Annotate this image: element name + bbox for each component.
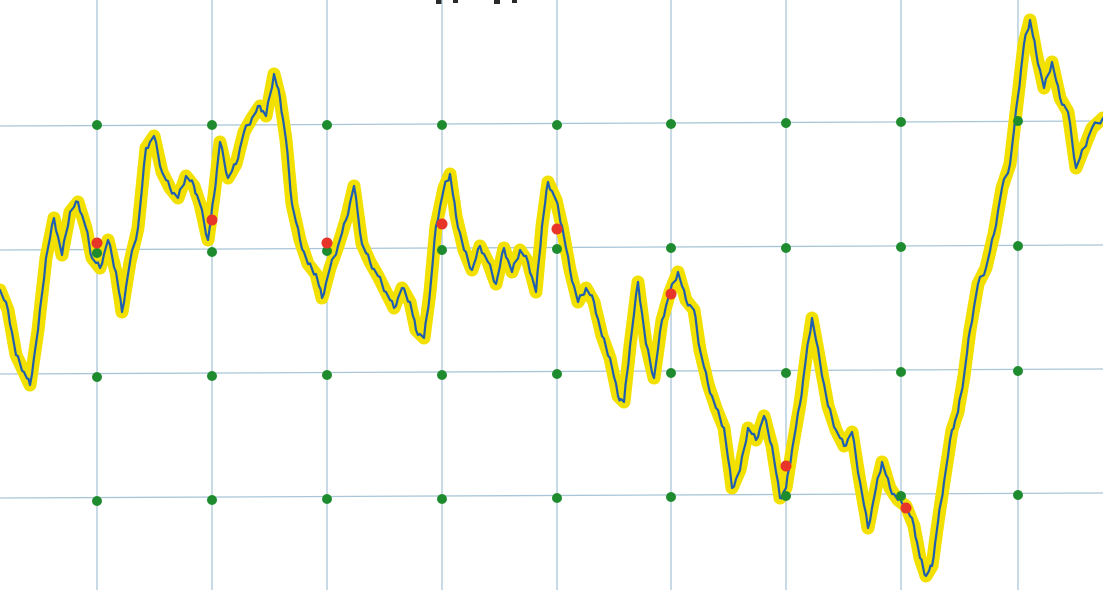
title-fragment (436, 0, 517, 4)
grid-intersection-marker (322, 370, 332, 380)
grid-intersection-marker (666, 368, 676, 378)
grid-intersection-marker (896, 242, 906, 252)
series-line (0, 18, 1103, 578)
grid-intersection-marker (781, 243, 791, 253)
crossing-point-marker (206, 214, 218, 226)
grid-intersection-marker (666, 243, 676, 253)
title-glyph-fragment (436, 0, 442, 4)
grid-line-horizontal (0, 244, 1103, 251)
grid-intersection-marker (92, 372, 102, 382)
grid-intersection-marker (781, 118, 791, 128)
grid-intersection-marker (207, 120, 217, 130)
grid-intersection-marker (1013, 241, 1023, 251)
grid-intersection-marker (896, 367, 906, 377)
crossing-point-marker (91, 237, 103, 249)
grid-intersection-marker (666, 492, 676, 502)
grid-line-horizontal (0, 368, 1103, 375)
crossing-point-marker (665, 288, 677, 300)
highlight-marker-layer (91, 214, 912, 514)
title-glyph-fragment (453, 0, 458, 3)
grid-intersection-marker (896, 117, 906, 127)
grid-intersection-marker (781, 368, 791, 378)
grid-intersection-marker (207, 495, 217, 505)
crossing-point-marker (551, 223, 563, 235)
series-layer (0, 13, 1103, 583)
grid-intersection-marker (92, 496, 102, 506)
crossing-point-marker (321, 237, 333, 249)
grid-intersection-marker (92, 120, 102, 130)
grid-intersection-marker (437, 494, 447, 504)
grid-intersection-marker (552, 493, 562, 503)
crossing-point-marker (780, 460, 792, 472)
grid-intersection-marker (437, 120, 447, 130)
grid-intersection-marker (207, 371, 217, 381)
grid-intersection-marker (437, 370, 447, 380)
grid-intersection-marker (92, 248, 102, 258)
grid-intersection-marker (322, 246, 332, 256)
grid-intersection-marker (666, 119, 676, 129)
grid-intersection-marker (322, 494, 332, 504)
grid-intersection-marker (552, 120, 562, 130)
grid-intersection-marker (322, 120, 332, 130)
grid-line-horizontal (0, 492, 1103, 499)
grid-intersection-marker (781, 491, 791, 501)
grid-line-horizontal (0, 120, 1103, 127)
crossing-point-marker (436, 218, 448, 230)
grid-intersection-marker (552, 244, 562, 254)
grid-intersection-marker (896, 491, 906, 501)
grid-marker-layer (92, 116, 1023, 506)
crossing-point-marker (900, 502, 912, 514)
title-glyph-fragment (494, 0, 500, 4)
title-glyph-fragment (512, 0, 517, 3)
grid-intersection-marker (1013, 116, 1023, 126)
grid-intersection-marker (1013, 490, 1023, 500)
grid-intersection-marker (437, 245, 447, 255)
grid-intersection-marker (207, 247, 217, 257)
grid-intersection-marker (552, 369, 562, 379)
grid-intersection-marker (1013, 366, 1023, 376)
